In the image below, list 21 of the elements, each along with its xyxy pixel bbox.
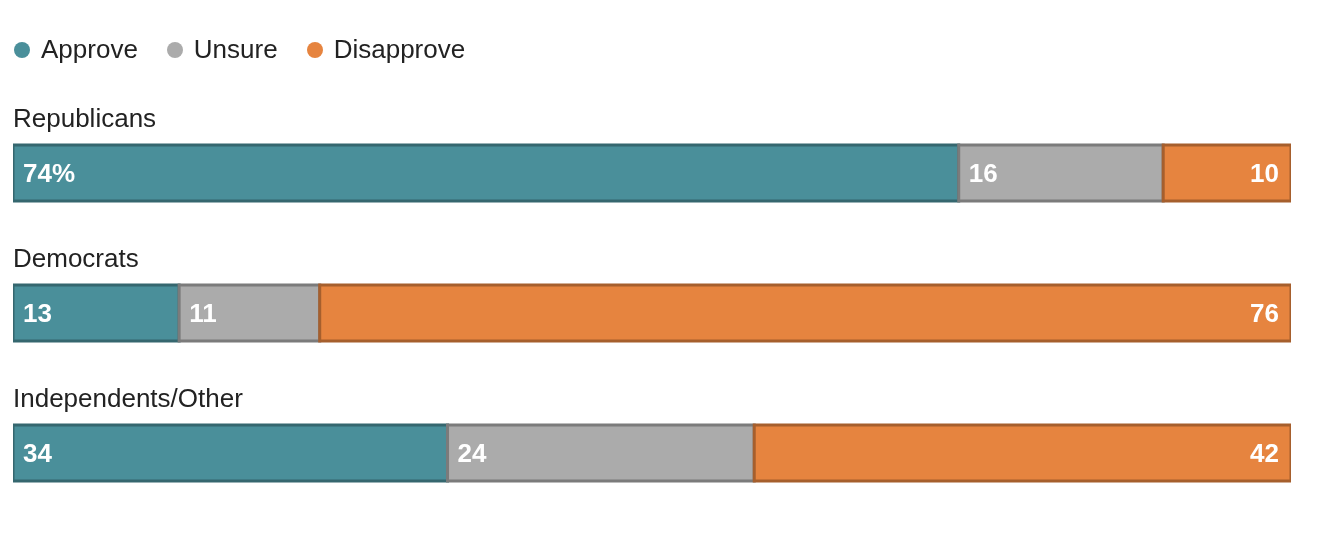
bar — [446, 423, 756, 483]
legend-label: Approve — [40, 34, 138, 65]
y-tick-label: Democrats — [13, 243, 139, 273]
data-label: 74% — [23, 158, 76, 189]
bar — [13, 283, 181, 343]
data-label: 16 — [968, 158, 998, 189]
data-label: 42 — [1250, 438, 1279, 469]
data-label: 10 — [1250, 158, 1279, 189]
data-label: 11 — [189, 298, 217, 329]
legend-label: Unsure — [192, 34, 278, 65]
bar — [1161, 143, 1291, 203]
data-label: 34 — [23, 438, 53, 469]
bar — [752, 423, 1291, 483]
legend-label: Disapprove — [332, 34, 466, 65]
data-label: 24 — [457, 438, 487, 469]
y-tick-label: Independents/Other — [13, 383, 244, 413]
bar — [318, 283, 1291, 343]
data-label: 13 — [23, 298, 52, 329]
y-tick-label: Republicans — [13, 103, 157, 133]
data-label: 76 — [1250, 298, 1279, 329]
bar — [957, 143, 1165, 203]
